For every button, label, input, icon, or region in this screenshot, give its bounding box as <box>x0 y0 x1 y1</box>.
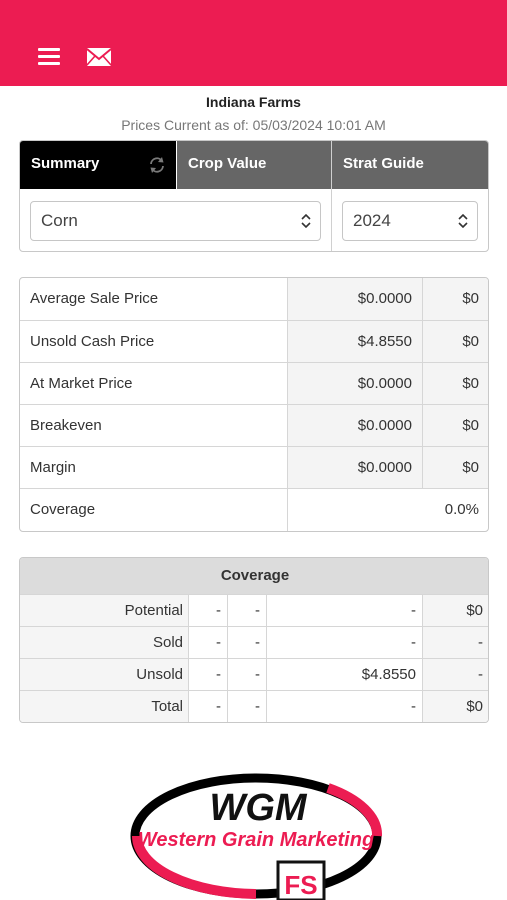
coverage-cell: - <box>255 698 260 715</box>
coverage-cell: - <box>255 602 260 619</box>
metric-label: Unsold Cash Price <box>30 333 155 350</box>
coverage-table: Coverage Potential - - - $0 Sold - - - -… <box>19 557 489 723</box>
tab-strat-guide[interactable]: Strat Guide <box>332 141 488 189</box>
table-row: Unsold - - $4.8550 - <box>20 658 488 691</box>
table-row: At Market Price $0.0000 $0 <box>20 362 488 405</box>
mail-icon[interactable] <box>86 47 112 67</box>
metric-total: $0 <box>462 417 479 434</box>
year-select-value: 2024 <box>353 211 391 230</box>
metric-price: $0.0000 <box>357 459 412 476</box>
updown-chevron-icon <box>458 214 468 228</box>
coverage-cell: $0 <box>466 602 483 619</box>
coverage-row-label: Total <box>151 698 183 715</box>
metric-price: $0.0000 <box>357 375 412 392</box>
coverage-cell: - <box>411 602 416 619</box>
refresh-icon[interactable] <box>148 156 166 174</box>
coverage-row-label: Sold <box>152 634 183 651</box>
divider <box>331 141 332 251</box>
wgm-logo: WGM Western Grain Marketing FS <box>130 773 383 900</box>
table-row: Margin $0.0000 $0 <box>20 446 488 489</box>
prices-current-text: Prices Current as of: 05/03/2024 10:01 A… <box>121 117 386 133</box>
table-row: Total - - - $0 <box>20 690 488 722</box>
logo-name-text: Western Grain Marketing <box>138 829 374 851</box>
coverage-cell: - <box>255 666 260 683</box>
table-row: Coverage 0.0% <box>20 488 488 531</box>
updown-chevron-icon <box>301 214 311 228</box>
coverage-cell: - <box>478 666 483 683</box>
tab-summary-label: Summary <box>31 155 100 172</box>
coverage-cell: $4.8550 <box>361 666 416 683</box>
metric-price: $4.8550 <box>357 333 412 350</box>
metric-price: $0.0000 <box>357 417 412 434</box>
top-app-bar <box>0 0 507 86</box>
crop-select-value: Corn <box>41 211 78 230</box>
year-select[interactable]: 2024 <box>342 201 478 241</box>
tab-summary[interactable]: Summary <box>20 141 176 189</box>
coverage-row-label: Potential <box>124 602 183 619</box>
coverage-cell: - <box>411 634 416 651</box>
metric-total: $0 <box>462 290 479 307</box>
coverage-percent: 0.0% <box>444 501 479 518</box>
metric-label: Margin <box>30 459 76 476</box>
metric-total: $0 <box>462 333 479 350</box>
coverage-cell: - <box>255 634 260 651</box>
coverage-row-label: Unsold <box>136 666 183 683</box>
coverage-header: Coverage <box>20 558 488 594</box>
summary-metrics-table: Average Sale Price $0.0000 $0 Unsold Cas… <box>19 277 489 532</box>
farm-title: Indiana Farms <box>206 94 301 110</box>
metric-label: Average Sale Price <box>30 290 159 307</box>
metric-label: Breakeven <box>30 417 102 434</box>
coverage-cell: - <box>216 666 221 683</box>
table-row: Potential - - - $0 <box>20 594 488 627</box>
metric-price: $0.0000 <box>357 290 412 307</box>
coverage-cell: - <box>216 698 221 715</box>
coverage-cell: - <box>216 602 221 619</box>
table-row: Average Sale Price $0.0000 $0 <box>20 278 488 320</box>
coverage-cell: - <box>216 634 221 651</box>
hamburger-menu-icon[interactable] <box>38 47 60 67</box>
tab-crop-value[interactable]: Crop Value <box>177 141 331 189</box>
table-row: Unsold Cash Price $4.8550 $0 <box>20 320 488 363</box>
coverage-cell: - <box>411 698 416 715</box>
selector-card: Summary Crop Value Strat Guide Corn 2024 <box>19 140 489 252</box>
crop-select[interactable]: Corn <box>30 201 321 241</box>
table-row: Sold - - - - <box>20 626 488 659</box>
table-row: Breakeven $0.0000 $0 <box>20 404 488 447</box>
coverage-cell: - <box>478 634 483 651</box>
coverage-cell: $0 <box>466 698 483 715</box>
metric-total: $0 <box>462 375 479 392</box>
metric-label: Coverage <box>30 501 96 518</box>
metric-total: $0 <box>462 459 479 476</box>
logo-fs-text: FS <box>284 870 317 900</box>
logo-wgm-text: WGM <box>209 787 307 829</box>
metric-label: At Market Price <box>30 375 133 392</box>
